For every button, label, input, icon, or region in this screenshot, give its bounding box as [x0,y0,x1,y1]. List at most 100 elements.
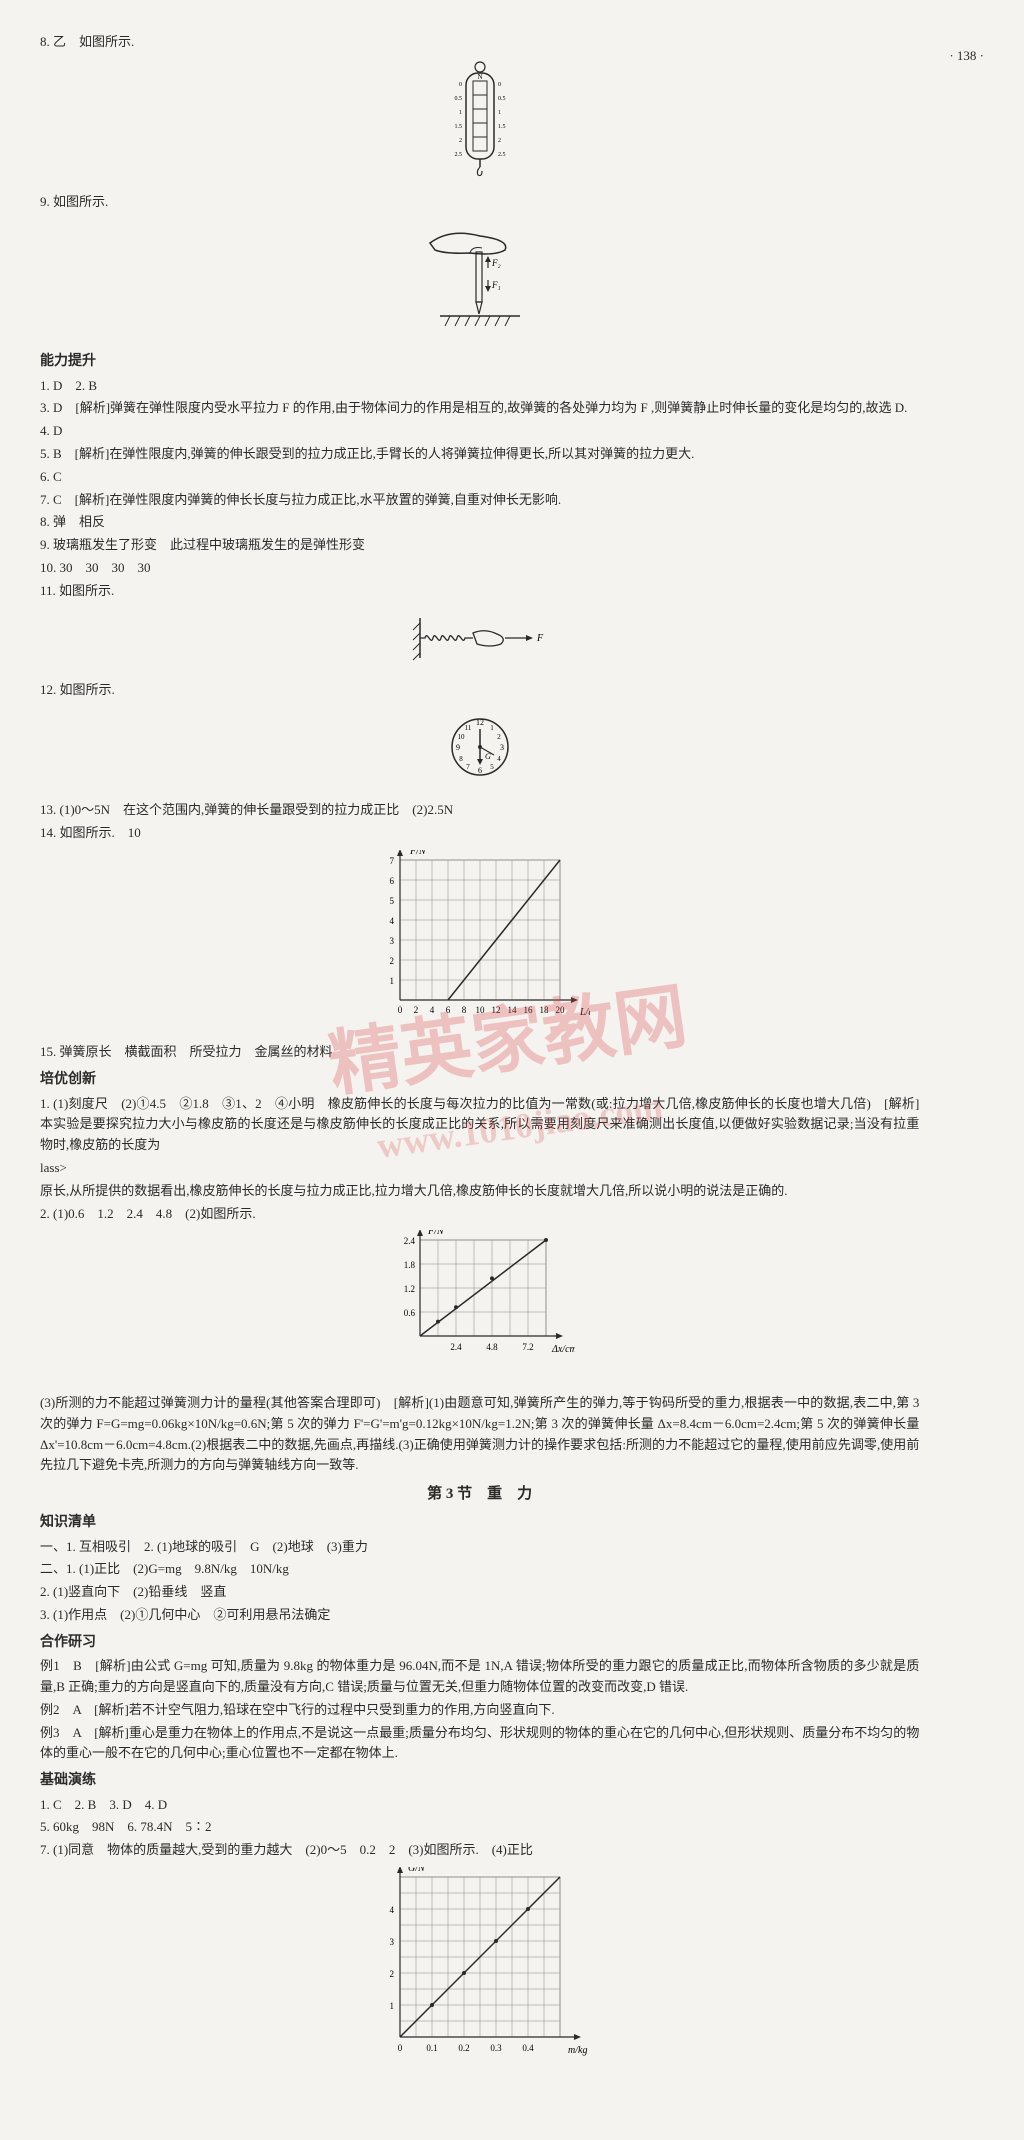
k2b: 2. (1)竖直向下 (2)铅垂线 竖直 [40,1582,919,1603]
q8: 8. 乙 如图所示. [40,32,919,53]
ex1: 例1 B [解析]由公式 G=mg 可知,质量为 9.8kg 的物体重力是 96… [40,1656,919,1698]
section-ability: 能力提升 [40,351,919,373]
svg-text:14: 14 [507,1005,517,1015]
svg-text:2: 2 [413,1005,418,1015]
ans-7: 7. C [解析]在弹性限度内弹簧的伸长长度与拉力成正比,水平放置的弹簧,自重对… [40,490,919,511]
ans-5: 5. B [解析]在弹性限度内,弹簧的伸长跟受到的拉力成正比,手臂长的人将弹簧拉… [40,444,919,465]
svg-text:0.2: 0.2 [458,2043,469,2053]
svg-text:4: 4 [389,916,394,926]
r2: 2. (1)0.6 1.2 2.4 4.8 (2)如图所示. [40,1204,919,1225]
svg-text:0: 0 [397,2043,402,2053]
svg-text:0: 0 [397,1005,402,1015]
svg-text:0.5: 0.5 [454,96,462,102]
svg-text:F: F [536,633,544,644]
svg-text:2: 2 [497,733,501,741]
ans-1-2: 1. D 2. B [40,376,919,397]
svg-text:2.5: 2.5 [498,152,506,158]
svg-text:5: 5 [490,763,494,771]
ans-15: 15. 弹簧原长 横截面积 所受拉力 金属丝的材料 [40,1042,919,1063]
cont-1: 原长,从所提供的数据看出,橡皮筋伸长的长度与拉力成正比,拉力增大几倍,橡皮筋伸长… [40,1181,919,1202]
svg-text:16: 16 [523,1005,533,1015]
svg-text:1.5: 1.5 [454,124,462,130]
ans-11: 11. 如图所示. [40,581,919,602]
svg-text:0.1: 0.1 [426,2043,437,2053]
section-knowledge: 知识清单 [40,1512,919,1534]
svg-text:20: 20 [555,1005,565,1015]
svg-text:1: 1 [459,110,462,116]
svg-text:8: 8 [461,1005,466,1015]
svg-text:2.5: 2.5 [454,152,462,158]
section3-title: 第 3 节 重 力 [40,1482,919,1506]
ans-14: 14. 如图所示. 10 [40,823,919,844]
svg-text:18: 18 [539,1005,549,1015]
ans-3: 3. D [解析]弹簧在弹性限度内受水平拉力 F 的作用,由于物体间力的作用是相… [40,398,919,419]
svg-text:4: 4 [389,1905,394,1915]
svg-text:6: 6 [478,766,482,775]
svg-text:2.4: 2.4 [403,1236,415,1246]
k1: 一、1. 互相吸引 2. (1)地球的吸引 G (2)地球 (3)重力 [40,1537,919,1558]
section-basic: 基础演练 [40,1770,919,1792]
svg-text:9: 9 [456,743,460,752]
svg-text:2: 2 [459,138,462,144]
b1: 1. C 2. B 3. D 4. D [40,1795,919,1816]
chart-14: 0 2 4 6 8 10 12 14 16 18 20 1 2 3 4 5 [40,850,919,1037]
svg-text:1.8: 1.8 [403,1260,415,1270]
svg-text:1: 1 [490,724,494,732]
q9: 9. 如图所示. [40,192,919,213]
fig-spring-scale: N 0 0 0.5 0.5 1 1 1.5 1.5 2 2 2.5 2.5 [40,59,919,186]
chart-b7: 0 0.1 0.2 0.3 0.4 1 2 3 4 G/N m/kg [40,1867,919,2104]
svg-text:F₂: F₂ [491,258,501,268]
fig-clock: 12 3 6 9 1 2 4 5 7 8 10 11 G [40,707,919,794]
innovate-1: 1. (1)刻度尺 (2)①4.5 ②1.8 ③1、2 ④小明 橡皮筋伸长的长度… [40,1094,919,1156]
k2: 二、1. (1)正比 (2)G=mg 9.8N/kg 10N/kg [40,1559,919,1580]
svg-text:10: 10 [475,1005,485,1015]
k3: 3. (1)作用点 (2)①几何中心 ②可利用悬吊法确定 [40,1605,919,1626]
ans-12: 12. 如图所示. [40,680,919,701]
b7: 7. (1)同意 物体的质量越大,受到的重力越大 (2)0～5 0.2 2 (3… [40,1840,919,1861]
svg-text:4.8: 4.8 [486,1342,498,1352]
svg-text:2: 2 [498,138,501,144]
svg-text:0: 0 [459,82,462,88]
svg-text:7: 7 [389,856,394,866]
svg-text:7: 7 [466,763,470,771]
svg-text:0: 0 [498,82,501,88]
svg-text:3: 3 [389,936,394,946]
fig-spring-hand: F [40,608,919,675]
svg-text:0.3: 0.3 [490,2043,502,2053]
svg-text:12: 12 [476,718,484,727]
svg-text:L/cm: L/cm [579,1007,590,1018]
svg-text:4: 4 [497,755,501,763]
svg-text:4: 4 [429,1005,434,1015]
svg-text:2.4: 2.4 [450,1342,462,1352]
ans-6: 6. C [40,467,919,488]
svg-text:F₁: F₁ [491,280,501,290]
ans-9: 9. 玻璃瓶发生了形变 此过程中玻璃瓶发生的是弹性形变 [40,535,919,556]
svg-text:8: 8 [459,755,463,763]
svg-text:2: 2 [389,956,394,966]
ans-10: 10. 30 30 30 30 [40,558,919,579]
svg-text:10: 10 [457,733,465,741]
svg-text:F/N: F/N [409,850,427,857]
svg-text:0.5: 0.5 [498,96,506,102]
svg-text:6: 6 [389,876,394,886]
svg-text:G: G [485,752,491,761]
left-column: 8. 乙 如图所示. N 0 0 0.5 0.5 1 1 1.5 1.5 2 2… [40,30,919,2110]
svg-text:Δx/cm: Δx/cm [551,1344,575,1355]
page-number: · 138 · [949,46,984,2110]
svg-text:G/N: G/N [408,1867,426,1874]
svg-text:N: N [477,73,482,81]
svg-text:12: 12 [491,1005,500,1015]
ans-13: 13. (1)0～5N 在这个范围内,弹簧的伸长量跟受到的拉力成正比 (2)2.… [40,800,919,821]
svg-text:5: 5 [389,896,394,906]
svg-text:F/N: F/N [427,1230,445,1237]
svg-text:1.5: 1.5 [498,124,506,130]
svg-text:1.2: 1.2 [403,1284,414,1294]
svg-text:3: 3 [389,1937,394,1947]
b5: 5. 60kg 98N 6. 78.4N 5∶2 [40,1817,919,1838]
svg-text:1: 1 [498,110,501,116]
section-innovate: 培优创新 [40,1069,919,1091]
svg-text:1: 1 [389,976,394,986]
svg-text:11: 11 [464,724,471,732]
svg-text:0.4: 0.4 [522,2043,534,2053]
svg-text:0.6: 0.6 [403,1308,415,1318]
